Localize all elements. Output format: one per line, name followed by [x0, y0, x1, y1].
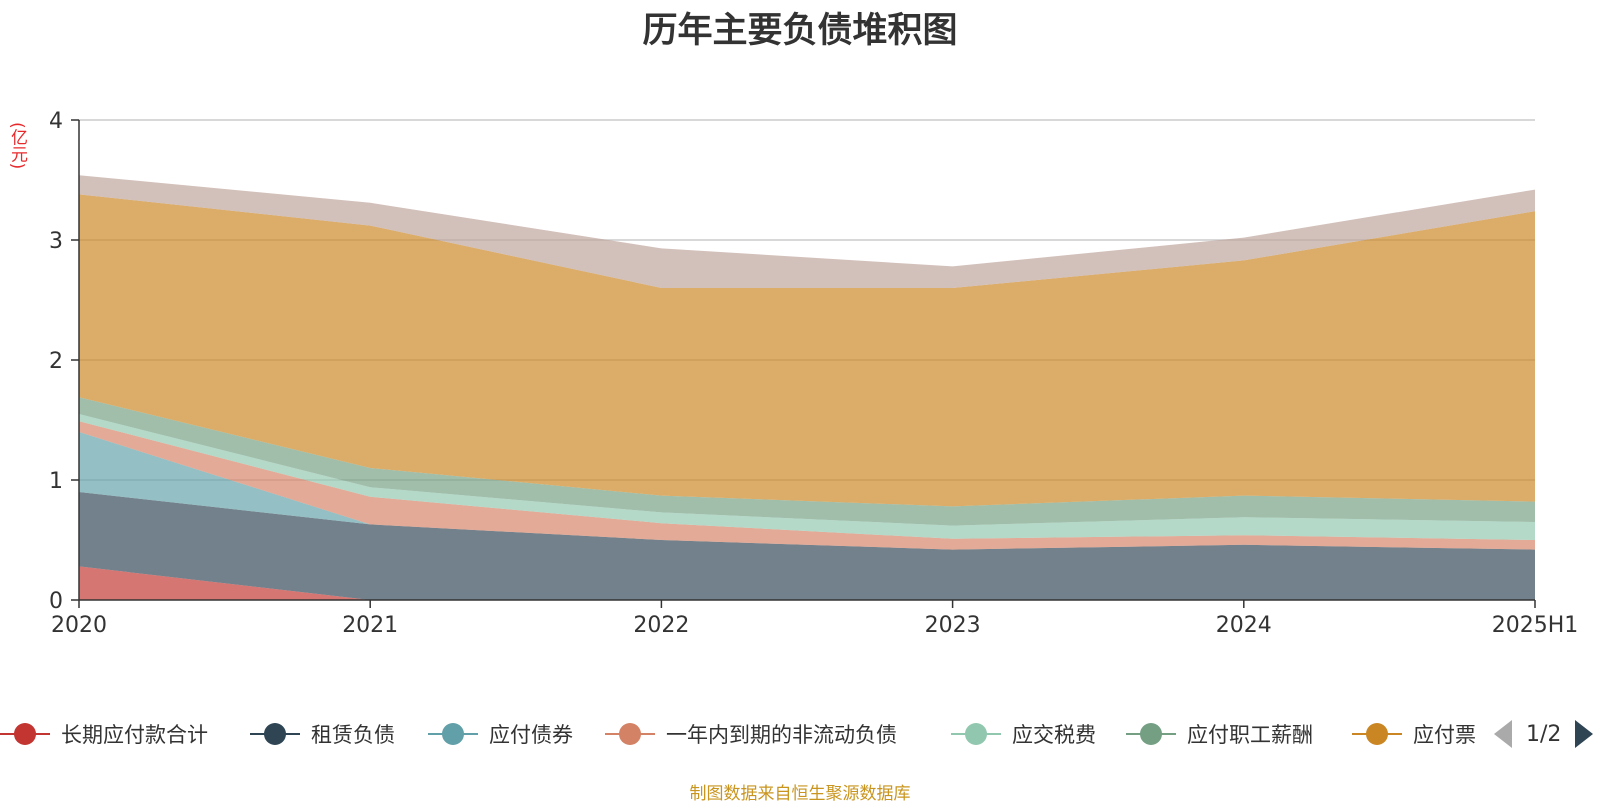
- area-series-4: [79, 414, 1535, 540]
- y-axis-unit-label: (亿元): [7, 122, 27, 170]
- legend-next-page-icon[interactable]: [1575, 720, 1594, 748]
- legend-item-1[interactable]: 租赁负债: [250, 716, 395, 752]
- x-tick-label-4: 2024: [1216, 613, 1272, 638]
- y-tick-label-3: 3: [49, 229, 63, 254]
- legend-item-6[interactable]: 应付票: [1352, 716, 1476, 752]
- y-tick-label-1: 1: [49, 469, 63, 494]
- x-tick-label-2: 2022: [633, 613, 689, 638]
- x-tick-label-5: 2025H1: [1492, 613, 1579, 638]
- legend-marker-icon: [605, 719, 655, 749]
- legend-marker-icon: [1126, 719, 1176, 749]
- legend-marker-icon: [250, 719, 300, 749]
- legend-label: 一年内到期的非流动负债: [666, 723, 897, 747]
- legend-label: 应付职工薪酬: [1187, 723, 1313, 747]
- legend-label: 应付票: [1413, 723, 1476, 747]
- legend-page-indicator: 1/2: [1526, 721, 1562, 747]
- area-series-7: [79, 175, 1535, 288]
- chart-title: 历年主要负债堆积图: [642, 11, 958, 51]
- area-series-0: [79, 566, 1535, 600]
- area-series-3: [79, 421, 1535, 550]
- legend-marker-icon: [1352, 719, 1402, 749]
- legend-label: 租赁负债: [311, 723, 395, 747]
- y-tick-label-0: 0: [49, 589, 63, 614]
- legend-item-3[interactable]: 一年内到期的非流动负债: [605, 716, 897, 752]
- area-series-1: [79, 492, 1535, 600]
- x-tick-label-3: 2023: [925, 613, 981, 638]
- legend-item-0[interactable]: 长期应付款合计: [0, 716, 208, 752]
- legend-label: 应付债券: [489, 723, 573, 747]
- x-tick-label-0: 2020: [51, 613, 107, 638]
- legend-label: 长期应付款合计: [61, 723, 208, 747]
- legend-prev-page-icon[interactable]: [1494, 720, 1512, 748]
- legend-marker-icon: [428, 719, 478, 749]
- y-tick-label-4: 4: [49, 109, 63, 134]
- legend-label: 应交税费: [1012, 723, 1096, 747]
- legend-item-5[interactable]: 应付职工薪酬: [1126, 716, 1313, 752]
- legend-item-2[interactable]: 应付债券: [428, 716, 573, 752]
- area-series-5: [79, 397, 1535, 526]
- data-source-note: 制图数据来自恒生聚源数据库: [689, 784, 911, 804]
- legend-item-4[interactable]: 应交税费: [951, 716, 1096, 752]
- area-series-6: [79, 194, 1535, 507]
- legend-marker-icon: [951, 719, 1001, 749]
- legend-marker-icon: [0, 719, 50, 749]
- chart-legend: 长期应付款合计 租赁负债 应付债券 一年内到期的非流动负债 应交税费 应付职工薪酬 应付票: [0, 716, 1600, 752]
- x-tick-label-1: 2021: [342, 613, 398, 638]
- y-tick-label-2: 2: [49, 349, 63, 374]
- legend-pager: 1/2: [1494, 716, 1594, 752]
